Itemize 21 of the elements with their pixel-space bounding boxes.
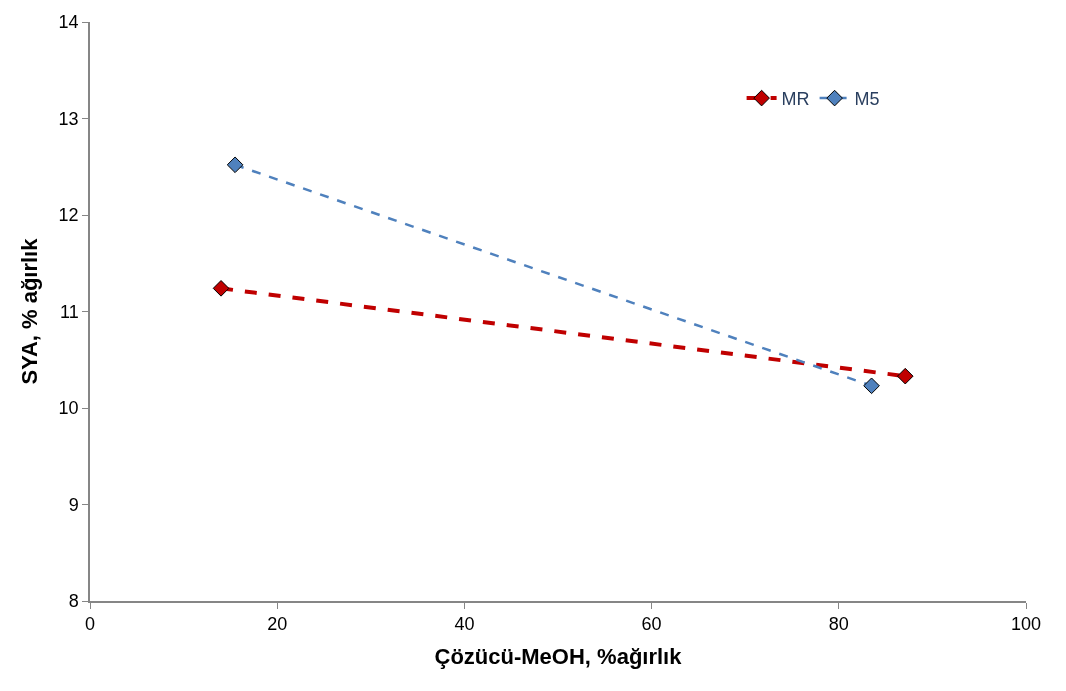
point: [896, 367, 914, 385]
point: [863, 377, 880, 395]
x-tick-label: 20: [267, 614, 288, 635]
x-tick-label: 60: [641, 614, 662, 635]
point: [212, 280, 230, 297]
y-tick-label: 14: [58, 12, 79, 33]
point: [226, 156, 244, 174]
x-axis-title: Çözücü-MeOH, %ağırlık: [434, 643, 683, 669]
y-tick-label: 13: [58, 108, 79, 129]
legend-label: M5: [854, 89, 880, 110]
x-tick-label: 40: [454, 614, 475, 635]
x-tick-label: 100: [1010, 614, 1042, 635]
legend-label: MR: [781, 89, 810, 110]
x-tick-label: 80: [828, 614, 849, 635]
y-tick-label: 10: [58, 398, 79, 419]
y-tick-label: 12: [58, 205, 79, 226]
x-tick-label: 0: [84, 614, 96, 635]
y-tick-label: 8: [68, 591, 79, 612]
y-tick-label: 11: [59, 301, 79, 322]
y-axis-title: SYA, % ağırlık: [16, 237, 42, 385]
y-tick-label: 9: [68, 494, 79, 515]
